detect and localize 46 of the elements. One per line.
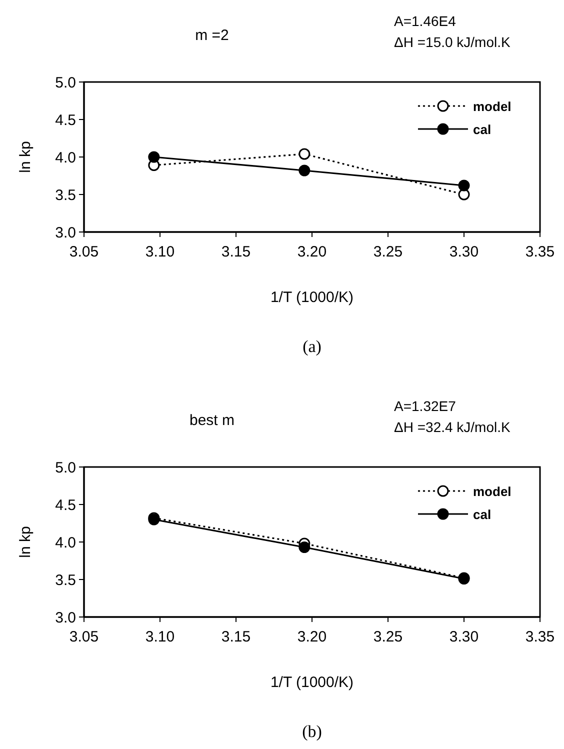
y-tick-label: 4.5 [55,112,76,129]
x-axis-title: 1/T (1000/K) [270,289,354,306]
x-tick-label: 3.05 [69,628,99,646]
y-tick-label: 5.0 [55,74,76,92]
x-tick-label: 3.10 [145,628,175,646]
y-tick-label: 4.5 [55,496,76,514]
y-tick-label: 3.5 [55,186,76,204]
x-tick-label: 3.30 [449,244,479,260]
text: A=1.46E4 [394,13,456,29]
chart-title: m =2 [195,27,229,44]
y-axis-title: ln kp [17,526,34,558]
chart-title: best m [189,412,235,429]
x-tick-label: 3.30 [449,628,479,646]
x-tick-label: 3.35 [525,628,555,646]
text: A=1.32E7 [394,398,456,414]
legend-label: model [473,99,512,114]
y-tick-label: 3.5 [55,572,76,589]
x-tick-label: 3.25 [373,244,403,260]
y-tick-label: 5.0 [55,459,76,476]
y-tick-label: 4.0 [55,534,76,552]
y-tick-label: 3.0 [55,609,76,626]
x-tick-label: 3.15 [221,628,251,646]
x-tick-label: 3.10 [145,244,175,260]
x-tick-label: 3.20 [297,244,327,260]
text: (a) [302,337,322,356]
x-tick-label: 3.05 [69,244,99,260]
point [458,180,470,192]
y-tick-label: 4.0 [55,149,76,166]
point [298,164,310,176]
point [458,188,470,200]
x-tick-label: 3.25 [373,628,403,646]
x-axis-title: 1/T (1000/K) [270,674,354,691]
x-tick-label: 3.15 [221,244,251,260]
text: ΔH =32.4 kJ/mol.K [394,419,512,435]
text: ΔH =15.0 kJ/mol.K [394,34,512,50]
legend-label: cal [473,507,492,522]
legend-label: cal [473,122,492,137]
text: (b) [302,722,322,741]
point [148,151,160,163]
y-axis-title: ln kp [17,141,34,173]
point [298,542,310,553]
legend-label: model [473,484,512,499]
x-tick-label: 3.35 [525,244,555,260]
point [298,148,310,160]
x-tick-label: 3.20 [297,628,327,646]
y-tick-label: 3.0 [55,224,76,242]
